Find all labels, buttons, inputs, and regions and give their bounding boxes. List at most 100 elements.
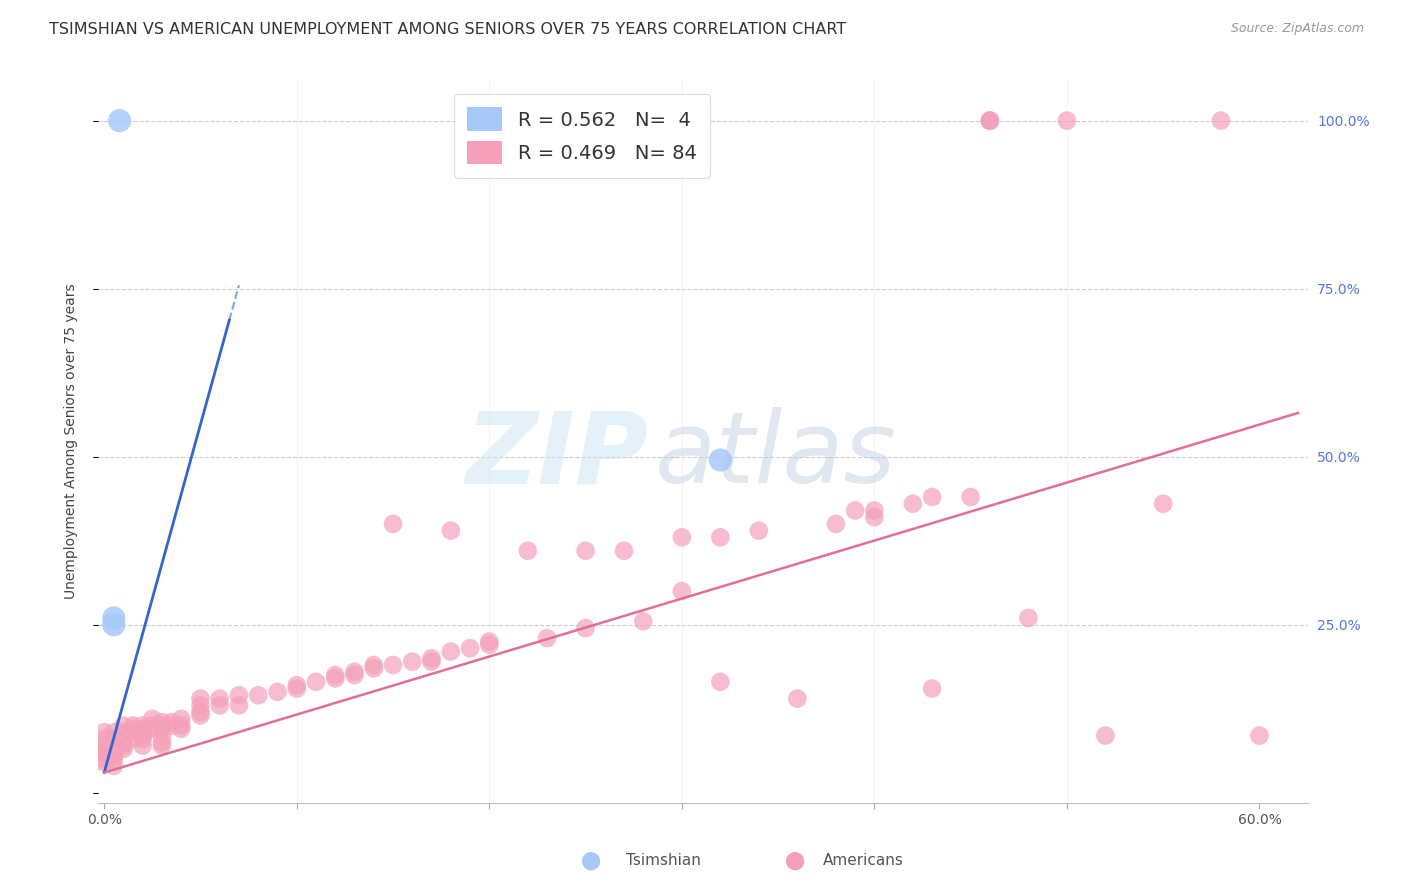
Point: [247, 688, 270, 702]
Point: [122, 731, 145, 746]
Text: ⬤: ⬤: [581, 852, 600, 870]
Point: [824, 516, 846, 531]
Point: [343, 668, 366, 682]
Point: [1249, 729, 1271, 743]
Text: atlas: atlas: [655, 408, 896, 505]
Point: [363, 658, 385, 673]
Y-axis label: Unemployment Among Seniors over 75 years: Unemployment Among Seniors over 75 years: [63, 284, 77, 599]
Point: [208, 691, 231, 706]
Point: [190, 705, 212, 719]
Point: [103, 611, 125, 625]
Point: [141, 722, 163, 736]
Point: [863, 503, 886, 517]
Point: [141, 718, 163, 732]
Text: TSIMSHIAN VS AMERICAN UNEMPLOYMENT AMONG SENIORS OVER 75 YEARS CORRELATION CHART: TSIMSHIAN VS AMERICAN UNEMPLOYMENT AMONG…: [49, 22, 846, 37]
Point: [93, 752, 115, 766]
Point: [112, 742, 135, 756]
Point: [112, 729, 135, 743]
Point: [709, 530, 731, 544]
Text: ⬤: ⬤: [785, 852, 804, 870]
Point: [131, 729, 153, 743]
Point: [921, 490, 943, 504]
Point: [401, 655, 423, 669]
Point: [170, 718, 193, 732]
Point: [103, 725, 125, 739]
Text: Tsimshian: Tsimshian: [626, 854, 700, 868]
Point: [420, 651, 443, 665]
Point: [1094, 729, 1116, 743]
Point: [440, 644, 463, 658]
Point: [959, 490, 981, 504]
Point: [190, 698, 212, 713]
Point: [863, 510, 886, 524]
Point: [131, 725, 153, 739]
Point: [141, 712, 163, 726]
Point: [478, 634, 501, 648]
Point: [305, 674, 328, 689]
Point: [190, 691, 212, 706]
Point: [150, 715, 173, 730]
Point: [709, 674, 731, 689]
Point: [108, 113, 131, 128]
Point: [786, 691, 808, 706]
Point: [160, 718, 183, 732]
Point: [103, 617, 125, 632]
Point: [574, 621, 596, 635]
Text: ZIP: ZIP: [465, 408, 648, 505]
Point: [112, 735, 135, 749]
Point: [574, 543, 596, 558]
Point: [103, 759, 125, 773]
Text: Source: ZipAtlas.com: Source: ZipAtlas.com: [1230, 22, 1364, 36]
Point: [613, 543, 636, 558]
Point: [671, 530, 693, 544]
Point: [93, 742, 115, 756]
Point: [266, 685, 288, 699]
Point: [979, 113, 1001, 128]
Point: [112, 725, 135, 739]
Point: [103, 748, 125, 763]
Point: [103, 745, 125, 759]
Point: [93, 745, 115, 759]
Point: [979, 113, 1001, 128]
Point: [103, 752, 125, 766]
Point: [478, 638, 501, 652]
Point: [112, 731, 135, 746]
Point: [323, 668, 346, 682]
Point: [122, 725, 145, 739]
Point: [190, 708, 212, 723]
Point: [921, 681, 943, 696]
Legend: R = 0.562   N=  4, R = 0.469   N= 84: R = 0.562 N= 4, R = 0.469 N= 84: [454, 94, 710, 178]
Point: [228, 688, 250, 702]
Point: [382, 658, 405, 673]
Point: [170, 712, 193, 726]
Text: Americans: Americans: [823, 854, 904, 868]
Point: [633, 615, 655, 629]
Point: [709, 453, 731, 467]
Point: [112, 718, 135, 732]
Point: [131, 739, 153, 753]
Point: [150, 729, 173, 743]
Point: [285, 681, 308, 696]
Point: [420, 655, 443, 669]
Point: [131, 722, 153, 736]
Point: [979, 113, 1001, 128]
Point: [458, 641, 481, 656]
Point: [343, 665, 366, 679]
Point: [131, 718, 153, 732]
Point: [516, 543, 538, 558]
Point: [103, 739, 125, 753]
Point: [382, 516, 405, 531]
Point: [208, 698, 231, 713]
Point: [150, 735, 173, 749]
Point: [901, 497, 924, 511]
Point: [844, 503, 866, 517]
Point: [103, 731, 125, 746]
Point: [93, 756, 115, 770]
Point: [150, 718, 173, 732]
Point: [285, 678, 308, 692]
Point: [363, 661, 385, 675]
Point: [1017, 611, 1039, 625]
Point: [536, 631, 558, 645]
Point: [1209, 113, 1232, 128]
Point: [93, 725, 115, 739]
